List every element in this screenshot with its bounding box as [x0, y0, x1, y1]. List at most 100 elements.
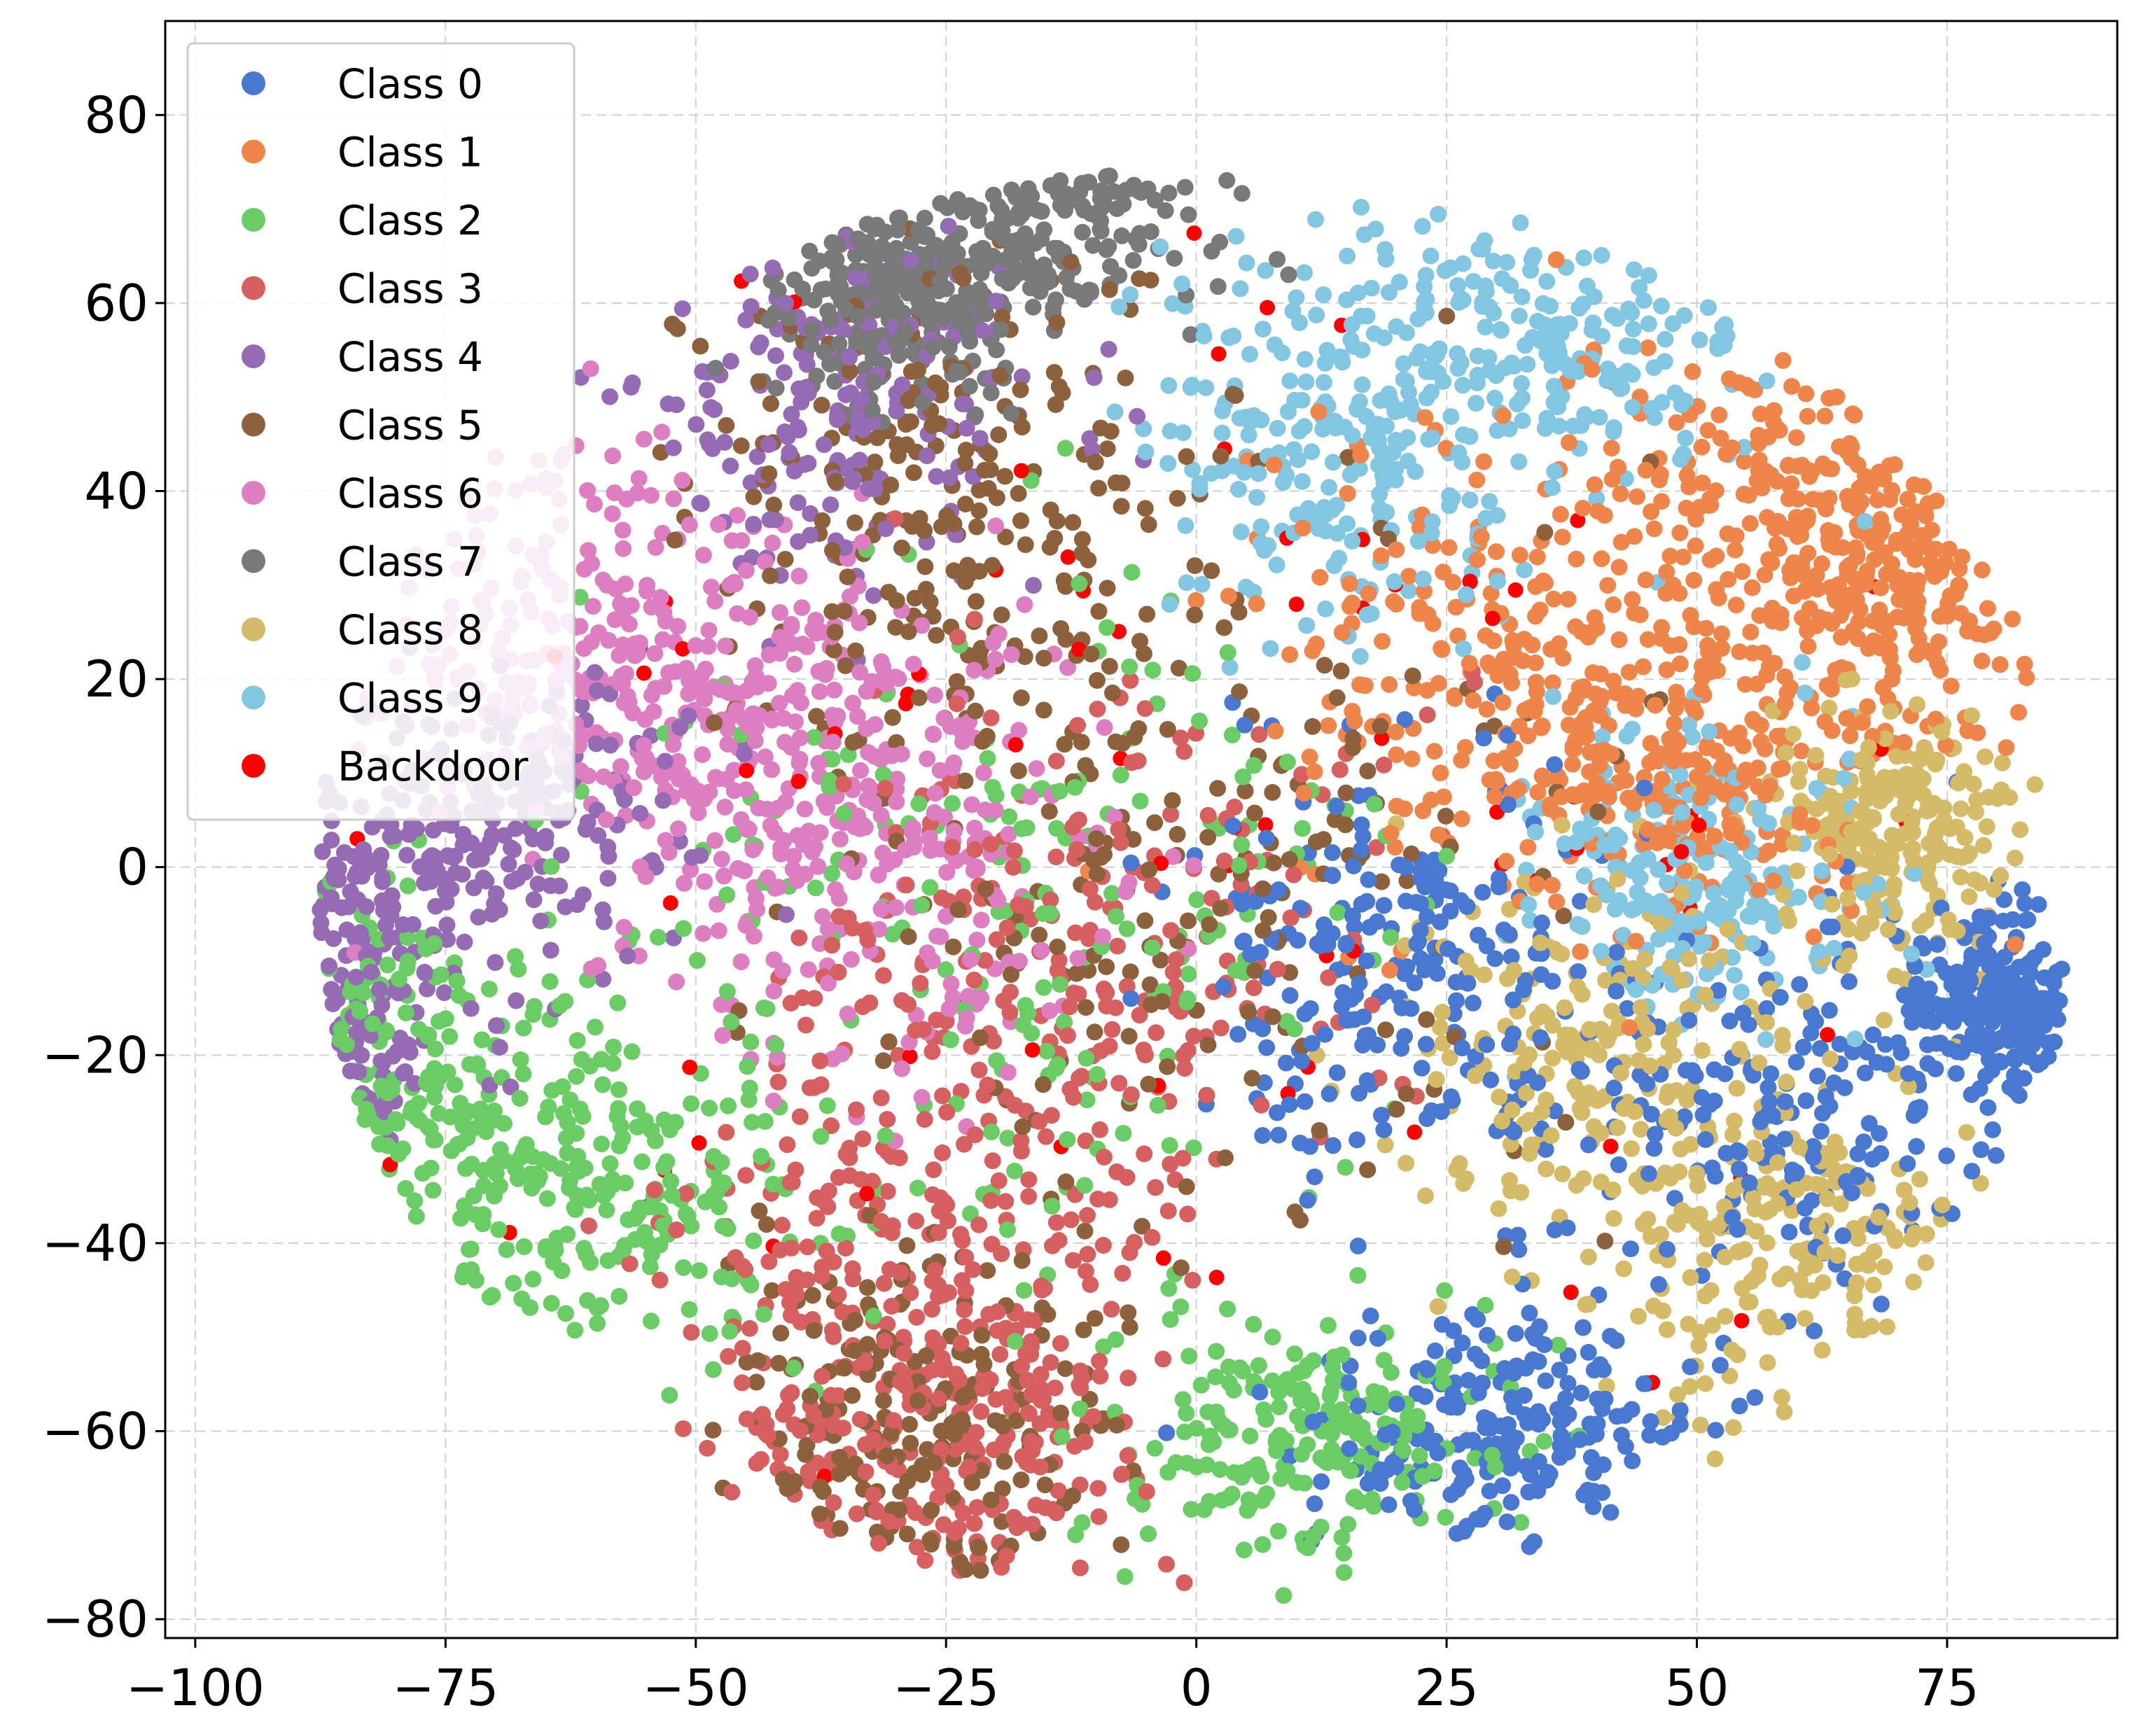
point-class-9: [1395, 371, 1412, 388]
point-class-5: [976, 461, 994, 479]
point-class-4: [601, 388, 618, 405]
point-class-0: [1605, 1079, 1623, 1097]
point-class-3: [890, 1046, 907, 1064]
point-class-3: [1097, 985, 1115, 1002]
point-class-3: [734, 1340, 751, 1357]
point-class-9: [1514, 389, 1531, 407]
point-class-8: [1724, 1126, 1741, 1143]
point-class-1: [1816, 407, 1834, 425]
point-class-5: [1120, 1304, 1137, 1322]
point-class-9: [1794, 654, 1811, 671]
point-class-5: [981, 445, 998, 463]
point-class-3: [952, 1083, 970, 1100]
point-class-1: [1435, 564, 1452, 581]
point-class-5: [823, 603, 841, 620]
point-class-2: [1200, 1436, 1218, 1453]
point-class-6: [719, 736, 737, 753]
point-class-0: [1557, 1390, 1575, 1407]
point-class-9: [1106, 403, 1124, 421]
point-class-0: [1650, 1275, 1667, 1293]
point-class-5: [970, 502, 988, 519]
point-class-6: [764, 534, 781, 552]
point-class-2: [1270, 1398, 1288, 1415]
point-class-6: [715, 867, 732, 885]
point-class-5: [1304, 718, 1321, 735]
point-class-1: [1603, 440, 1620, 457]
point-class-3: [1089, 1480, 1107, 1497]
point-class-0: [1601, 1328, 1619, 1345]
point-class-0: [1375, 1121, 1393, 1139]
point-class-1: [1792, 742, 1810, 760]
point-class-0: [1521, 1304, 1538, 1322]
point-class-3: [1047, 752, 1065, 770]
point-class-9: [1631, 279, 1648, 296]
point-class-3: [1103, 1021, 1121, 1038]
point-class-8: [1709, 1217, 1727, 1234]
point-class-1: [1544, 674, 1561, 692]
point-class-3: [798, 1271, 816, 1289]
point-class-4: [1100, 341, 1117, 358]
point-class-0: [1456, 1522, 1472, 1540]
point-class-1: [1572, 943, 1589, 960]
point-class-6: [842, 951, 860, 968]
point-class-9: [1177, 517, 1194, 534]
point-class-5: [1359, 1161, 1377, 1179]
point-class-8: [1441, 1049, 1458, 1067]
point-class-2: [1144, 662, 1162, 679]
point-class-1: [1788, 429, 1805, 447]
point-class-5: [652, 444, 669, 461]
point-class-1: [2016, 655, 2033, 673]
point-class-9: [1339, 247, 1356, 265]
point-class-1: [1593, 550, 1610, 568]
point-class-3: [1081, 880, 1099, 897]
point-class-5: [957, 496, 974, 513]
point-class-2: [543, 1294, 560, 1312]
point-class-9: [1529, 312, 1546, 330]
point-class-8: [1377, 1136, 1394, 1154]
point-class-3: [1253, 1096, 1270, 1114]
point-class-9: [1161, 596, 1178, 613]
point-class-9: [1461, 491, 1479, 509]
point-class-7: [808, 368, 825, 385]
point-class-2: [486, 1102, 503, 1119]
point-class-3: [955, 888, 973, 906]
point-class-3: [848, 1101, 865, 1119]
point-class-5: [1086, 1023, 1103, 1041]
point-class-2: [1436, 1282, 1454, 1299]
point-class-0: [2035, 941, 2052, 958]
point-class-3: [976, 952, 994, 969]
point-class-0: [1409, 1430, 1426, 1448]
point-class-6: [702, 578, 720, 596]
point-class-5: [1292, 1212, 1309, 1228]
point-class-0: [1559, 1375, 1577, 1392]
point-class-8: [1544, 1016, 1561, 1034]
point-class-1: [1403, 750, 1421, 768]
point-class-9: [1297, 373, 1315, 391]
point-class-7: [1071, 183, 1089, 201]
point-class-5: [1178, 448, 1195, 465]
point-class-5: [858, 1279, 876, 1296]
point-class-4: [941, 469, 959, 486]
point-class-8: [1659, 1321, 1675, 1338]
point-class-9: [1344, 532, 1361, 550]
point-class-2: [661, 1387, 678, 1404]
point-class-6: [889, 771, 906, 788]
point-class-2: [910, 795, 928, 813]
point-class-1: [1501, 755, 1519, 773]
point-class-4: [438, 931, 456, 948]
point-class-2: [1022, 472, 1040, 489]
point-class-3: [580, 1217, 597, 1235]
point-class-3: [1159, 1202, 1177, 1219]
point-class-6: [973, 911, 990, 929]
point-class-4: [822, 496, 839, 514]
point-class-2: [601, 1155, 619, 1172]
point-class-6: [647, 539, 664, 556]
point-class-9: [1160, 377, 1178, 394]
point-class-4: [767, 347, 784, 365]
point-class-1: [1685, 618, 1703, 636]
point-class-0: [1362, 1307, 1379, 1324]
point-class-9: [1691, 331, 1708, 349]
point-class-9: [1377, 251, 1395, 268]
point-class-1: [1685, 571, 1703, 589]
point-class-9: [1353, 342, 1371, 359]
